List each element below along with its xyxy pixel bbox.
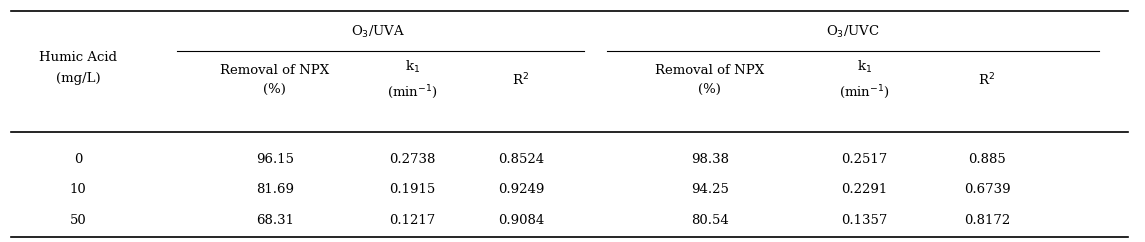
Text: 0.2517: 0.2517 (842, 153, 887, 166)
Text: 98.38: 98.38 (690, 153, 729, 166)
Text: 50: 50 (70, 214, 86, 227)
Text: O$_3$/UVA: O$_3$/UVA (350, 23, 405, 39)
Text: 0.9249: 0.9249 (498, 183, 544, 197)
Text: 0.1915: 0.1915 (389, 183, 435, 197)
Text: 0.2291: 0.2291 (842, 183, 887, 197)
Text: 94.25: 94.25 (690, 183, 729, 197)
Text: 0.8172: 0.8172 (964, 214, 1010, 227)
Text: 81.69: 81.69 (255, 183, 294, 197)
Text: Humic Acid
(mg/L): Humic Acid (mg/L) (39, 51, 117, 85)
Text: 0.885: 0.885 (969, 153, 1005, 166)
Text: R$^2$: R$^2$ (513, 72, 529, 88)
Text: 0.1217: 0.1217 (389, 214, 435, 227)
Text: 0.1357: 0.1357 (842, 214, 887, 227)
Text: O$_3$/UVC: O$_3$/UVC (827, 23, 879, 39)
Text: 0.8524: 0.8524 (498, 153, 544, 166)
Text: 80.54: 80.54 (692, 214, 728, 227)
Text: 68.31: 68.31 (255, 214, 294, 227)
Text: 0.6739: 0.6739 (964, 183, 1010, 197)
Text: Removal of NPX
(%): Removal of NPX (%) (220, 64, 330, 96)
Text: 0.2738: 0.2738 (389, 153, 435, 166)
Text: k$_1$
(min$^{-1}$): k$_1$ (min$^{-1}$) (387, 59, 437, 101)
Text: 0.9084: 0.9084 (498, 214, 544, 227)
Text: 0: 0 (73, 153, 82, 166)
Text: 10: 10 (70, 183, 86, 197)
Text: k$_1$
(min$^{-1}$): k$_1$ (min$^{-1}$) (839, 59, 890, 101)
Text: R$^2$: R$^2$ (979, 72, 995, 88)
Text: Removal of NPX
(%): Removal of NPX (%) (655, 64, 765, 96)
Text: 96.15: 96.15 (255, 153, 294, 166)
